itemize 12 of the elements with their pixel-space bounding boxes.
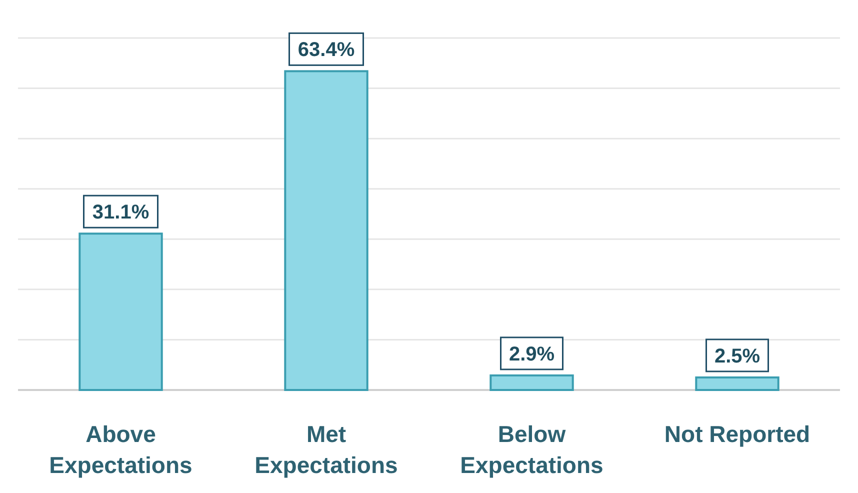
x-tick-label: Above Expectations — [49, 421, 192, 478]
x-tick-label: Met Expectations — [254, 421, 398, 478]
x-tick-label: Not Reported — [664, 421, 810, 447]
bar — [284, 70, 368, 391]
data-label: 31.1% — [92, 202, 150, 224]
bar — [695, 376, 780, 391]
x-tick-label: Below Expectations — [460, 421, 604, 478]
data-label: 2.5% — [714, 345, 760, 368]
bar — [78, 232, 163, 391]
data-label: 2.9% — [508, 343, 555, 366]
bar — [490, 374, 574, 391]
data-label: 63.4% — [298, 39, 355, 62]
